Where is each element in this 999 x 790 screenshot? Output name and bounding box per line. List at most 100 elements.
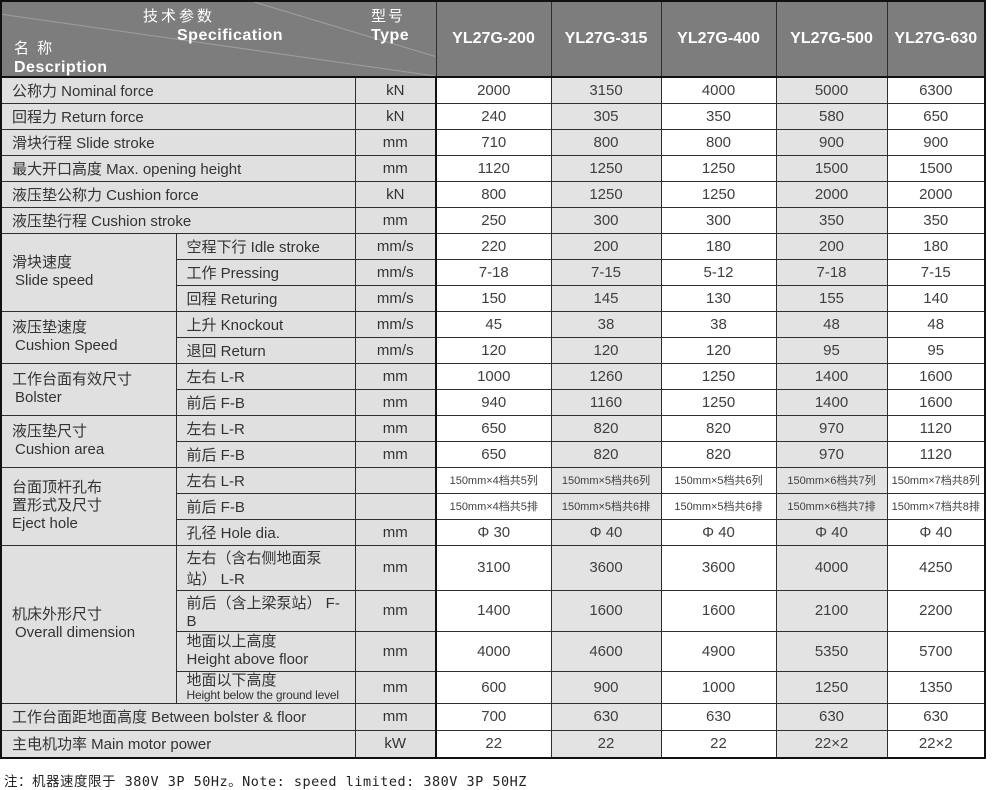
diagonal-divider-lines	[2, 2, 435, 75]
row-sub-label: 前后 F-B	[175, 440, 356, 468]
value-cell: 300	[550, 206, 662, 234]
value-cell: 3150	[550, 76, 662, 104]
header-specification-en: Specification	[177, 27, 284, 44]
value-cell: 710	[435, 128, 552, 156]
value-cell: 3100	[435, 544, 552, 591]
row-sub-label: 前后 F-B	[175, 492, 356, 520]
group-label-cn: 液压垫速度	[12, 319, 88, 336]
value-cell: 300	[660, 206, 777, 234]
table-row: 前后（含上梁泵站） F-B mm 1400 1600 1600 2100 220…	[1, 589, 986, 632]
value-cell: 1000	[435, 362, 552, 390]
table-row: 机床外形尺寸 Overall dimension 左右（含右侧地面泵站） L-R…	[0, 544, 986, 704]
unit-cell: mm	[354, 362, 437, 390]
group-label-slide-speed: 滑块速度 Slide speed	[0, 232, 177, 312]
row-sub-label: 地面以上高度 Height above floor	[175, 630, 356, 672]
group-label-cn: 工作台面有效尺寸	[12, 371, 133, 388]
value-cell: 1600	[886, 362, 986, 390]
spec-table: 技术参数 Specification 型号 Type 名 称 Descripti…	[0, 0, 986, 759]
row-sub-label: 左右 L-R	[175, 414, 356, 442]
value-cell: 150mm×4档共5排	[435, 492, 552, 520]
value-cell: 1000	[660, 670, 777, 704]
unit-cell: mm	[354, 414, 437, 442]
value-cell: 900	[550, 670, 662, 704]
table-row: 工作 Pressing mm/s 7-18 7-15 5-12 7-18 7-1…	[1, 258, 986, 286]
value-cell: 1600	[660, 589, 777, 632]
group-label-cn: 台面顶杆孔布 置形式及尺寸	[12, 479, 103, 514]
table-row: 退回 Return mm/s 120 120 120 95 95	[1, 336, 986, 364]
value-cell: 350	[775, 206, 888, 234]
unit-cell: mm	[354, 544, 437, 591]
model-column-header: YL27G-500	[775, 0, 888, 78]
unit-cell: kW	[354, 729, 437, 759]
unit-cell: mm	[354, 440, 437, 468]
value-cell: 1250	[775, 670, 888, 704]
row-sub-label: 退回 Return	[175, 336, 356, 364]
row-sub-label: 前后 F-B	[175, 388, 356, 416]
value-cell: 7-18	[775, 258, 888, 286]
value-cell: 22	[435, 729, 552, 759]
group-label-en: Cushion area	[15, 441, 105, 458]
row-sub-label: 工作 Pressing	[175, 258, 356, 286]
value-cell: 800	[550, 128, 662, 156]
table-row: 前后 F-B mm 940 1160 1250 1400 1600	[1, 388, 986, 416]
unit-cell: mm	[354, 388, 437, 416]
value-cell: Φ 40	[886, 518, 986, 546]
footer-note: 注：机器速度限于 380V 3P 50Hz。Note: speed limite…	[4, 774, 527, 790]
value-cell: 2200	[886, 589, 986, 632]
header-description-en: Description	[14, 59, 108, 76]
value-cell: Φ 30	[435, 518, 552, 546]
table-row: 地面以下高度 Height below the ground level mm …	[1, 670, 986, 704]
group-label-en: Cushion Speed	[15, 337, 118, 354]
value-cell: 150mm×5档共6列	[660, 466, 777, 494]
value-cell: 305	[550, 102, 662, 130]
group-label-overall-dimension: 机床外形尺寸 Overall dimension	[0, 544, 177, 704]
value-cell: 940	[435, 388, 552, 416]
row-label: 液压垫公称力 Cushion force	[0, 180, 356, 208]
value-cell: 5000	[775, 76, 888, 104]
row-label: 液压垫行程 Cushion stroke	[0, 206, 356, 234]
row-label: 最大开口高度 Max. opening height	[0, 154, 356, 182]
value-cell: 130	[660, 284, 777, 312]
value-cell: 145	[550, 284, 662, 312]
row-sub-label: 孔径 Hole dia.	[175, 518, 356, 546]
value-cell: 1250	[660, 362, 777, 390]
group-label-cushion-area: 液压垫尺寸 Cushion area	[0, 414, 177, 468]
table-row: 最大开口高度 Max. opening height mm 1120 1250 …	[0, 154, 986, 182]
value-cell: 900	[886, 128, 986, 156]
value-cell: Φ 40	[660, 518, 777, 546]
value-cell: 150mm×7档共8列	[886, 466, 986, 494]
value-cell: 7-15	[886, 258, 986, 286]
row-sub-label: 左右 L-R	[175, 362, 356, 390]
table-row: 工作台面有效尺寸 Bolster 左右 L-R mm 1000 1260 125…	[0, 362, 986, 416]
value-cell: 200	[550, 232, 662, 260]
value-cell: 630	[775, 702, 888, 731]
table-row: 前后 F-B mm 650 820 820 970 1120	[1, 440, 986, 468]
group-label-bolster: 工作台面有效尺寸 Bolster	[0, 362, 177, 416]
value-cell: 120	[435, 336, 552, 364]
value-cell: 700	[435, 702, 552, 731]
table-header-row: 技术参数 Specification 型号 Type 名 称 Descripti…	[0, 0, 986, 78]
value-cell: 630	[550, 702, 662, 731]
value-cell: 45	[435, 310, 552, 338]
value-cell: 4000	[660, 76, 777, 104]
value-cell: 250	[435, 206, 552, 234]
value-cell: 1120	[886, 414, 986, 442]
value-cell: 5350	[775, 630, 888, 672]
group-label-en: Eject hole	[12, 515, 78, 532]
table-row: 公称力 Nominal force kN 2000 3150 4000 5000…	[0, 76, 986, 104]
value-cell: 820	[550, 414, 662, 442]
row-sub-label: 上升 Knockout	[175, 310, 356, 338]
group-label-cn: 机床外形尺寸	[12, 606, 103, 623]
value-cell: 1120	[435, 154, 552, 182]
value-cell: 630	[660, 702, 777, 731]
value-cell: 180	[660, 232, 777, 260]
value-cell: 150mm×6档共7列	[775, 466, 888, 494]
sub-label-cn: 地面以上高度	[186, 633, 277, 650]
value-cell: Φ 40	[775, 518, 888, 546]
row-sub-label: 地面以下高度 Height below the ground level	[175, 670, 356, 704]
value-cell: 820	[660, 414, 777, 442]
value-cell: 4900	[660, 630, 777, 672]
value-cell: 22	[660, 729, 777, 759]
unit-cell	[354, 492, 437, 520]
model-column-header: YL27G-630	[886, 0, 986, 78]
